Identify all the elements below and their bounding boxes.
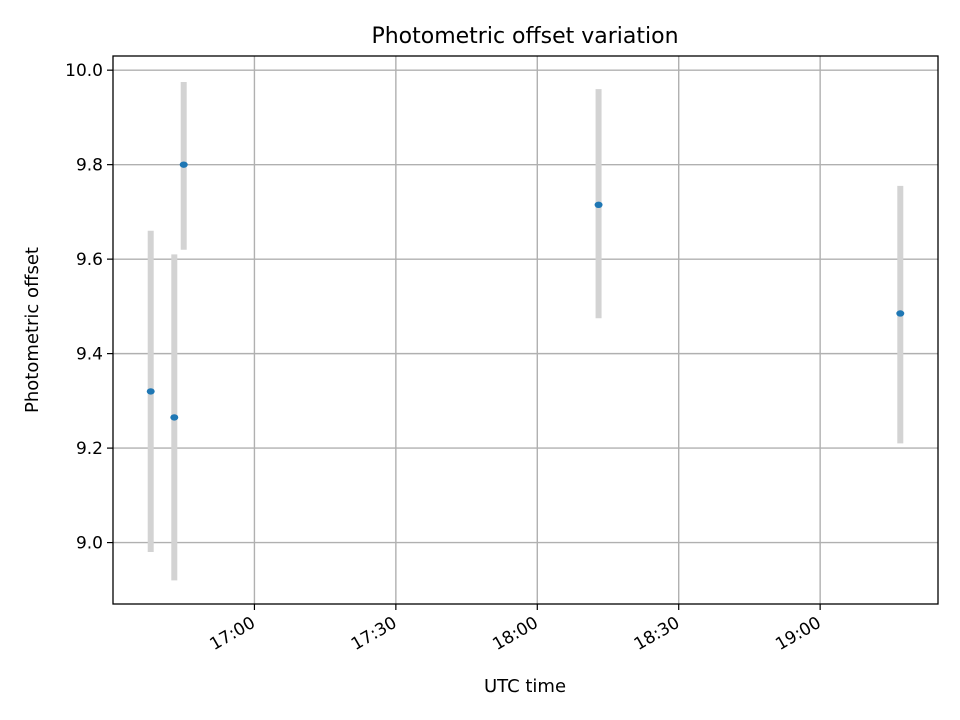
- data-point: [179, 161, 188, 168]
- data-point: [594, 201, 603, 209]
- data-point: [146, 388, 155, 395]
- x-tick-label: 17:30: [348, 613, 400, 655]
- x-tick-label: 17:00: [206, 613, 258, 655]
- x-tick-label: 18:30: [631, 613, 683, 655]
- x-tick-label: 19:00: [772, 613, 824, 655]
- y-axis-label: Photometric offset: [22, 247, 43, 413]
- x-tick-label: 18:00: [489, 613, 541, 655]
- grid: [113, 56, 938, 604]
- x-axis-label: UTC time: [484, 676, 566, 697]
- y-tick-label: 9.6: [76, 250, 103, 270]
- chart-title: Photometric offset variation: [371, 24, 678, 49]
- error-bars: [147, 81, 904, 581]
- data-point: [896, 310, 905, 317]
- x-axis-ticks: 17:00 17:30 18:00 18:30 19:00: [206, 604, 825, 655]
- y-tick-label: 9.2: [76, 439, 103, 459]
- plot-frame: [112, 55, 939, 605]
- y-tick-label: 9.0: [76, 534, 103, 554]
- y-tick-label: 9.8: [76, 156, 103, 176]
- y-tick-label: 10.0: [65, 61, 103, 81]
- y-tick-label: 9.4: [76, 345, 103, 365]
- data-points: [146, 161, 905, 421]
- data-point: [170, 414, 179, 421]
- y-axis-ticks: 9.0 9.2 9.4 9.6 9.8 10.0: [65, 61, 113, 554]
